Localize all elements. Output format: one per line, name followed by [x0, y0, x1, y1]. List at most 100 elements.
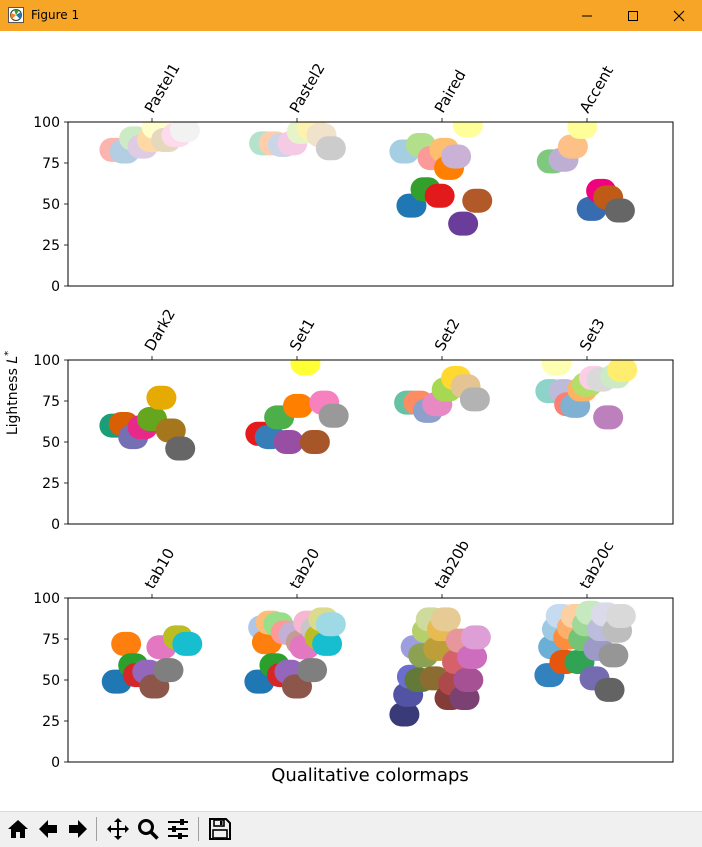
subplot-panel: tab10 tab20 tab20b tab20c 0 25 50 75 100: [33, 537, 674, 771]
colormap-label: tab10: [141, 545, 178, 592]
marker-group: [99, 360, 638, 461]
maximize-button[interactable]: [610, 0, 656, 31]
data-point: [453, 668, 484, 692]
data-point: [172, 631, 203, 656]
colormap-label: Set2: [431, 315, 464, 354]
marker-group: [101, 600, 636, 727]
data-point: [541, 360, 572, 376]
move-arrows-icon: [107, 818, 129, 840]
x-axis-label: Qualitative colormaps: [271, 765, 469, 786]
marker-group: [99, 122, 635, 236]
pan-button[interactable]: [105, 816, 131, 842]
data-point: [449, 686, 480, 711]
colormap-label: tab20c: [576, 538, 618, 592]
data-point: [155, 418, 186, 443]
floppy-disk-icon: [209, 818, 231, 840]
data-point: [594, 677, 625, 702]
y-tick-label: 50: [42, 435, 60, 451]
data-point: [299, 430, 330, 454]
window-title: Figure 1: [31, 8, 80, 22]
data-point: [452, 122, 483, 138]
y-tick-label: 25: [42, 714, 60, 730]
y-axis-label: Lightness L*: [3, 351, 21, 435]
figure-canvas: Pastel1 Pastel2 Paired Accent 0 25 50 75 100 Dark…: [1, 31, 701, 811]
data-point: [424, 183, 455, 208]
arrow-left-icon: [39, 820, 57, 838]
data-point: [273, 430, 304, 454]
colormap-label: Set3: [576, 315, 609, 354]
toolbar-separator: [96, 817, 97, 841]
back-button[interactable]: [35, 816, 61, 842]
y-tick-label: 50: [42, 197, 60, 213]
y-tick-label: 0: [51, 279, 60, 295]
y-tick-label: 75: [42, 632, 60, 648]
toolbar-separator: [198, 817, 199, 841]
arrow-right-icon: [69, 820, 87, 838]
subplot-panel: Dark2 Set1 Set2 Set3 0 25 50 75 100: [33, 306, 674, 533]
data-point: [111, 631, 142, 656]
colormap-label: Pastel2: [286, 60, 329, 116]
data-point: [459, 387, 490, 412]
data-point: [318, 403, 349, 428]
data-point: [153, 658, 184, 683]
subplot-panel: Pastel1 Pastel2 Paired Accent 0 25 50 75 100: [33, 60, 674, 295]
data-point: [567, 122, 598, 139]
close-icon: [673, 10, 685, 21]
data-point: [290, 360, 321, 376]
matplotlib-logo-icon: [8, 7, 24, 23]
data-point: [441, 144, 472, 169]
minimize-button[interactable]: [564, 0, 610, 31]
y-tick-label: 75: [42, 394, 60, 410]
y-tick-label: 25: [42, 476, 60, 492]
y-tick-label: 100: [33, 353, 60, 369]
data-point: [457, 645, 488, 670]
colormap-label: tab20: [286, 545, 323, 592]
home-icon: [8, 820, 28, 838]
home-button[interactable]: [5, 816, 31, 842]
data-point: [389, 702, 420, 727]
data-point: [605, 604, 636, 629]
colormap-label: Paired: [431, 67, 470, 116]
colormap-label: Accent: [576, 63, 617, 116]
chart-svg: Pastel1 Pastel2 Paired Accent0255075100Dark…: [3, 60, 674, 786]
navigation-toolbar: [0, 811, 702, 847]
colormap-label: tab20b: [431, 537, 473, 592]
data-point: [165, 436, 196, 461]
sliders-icon: [168, 819, 188, 839]
data-point: [312, 631, 343, 656]
data-point: [169, 122, 200, 143]
close-button[interactable]: [656, 0, 702, 31]
data-point: [282, 393, 313, 418]
colormap-label: Set1: [286, 315, 319, 354]
forward-button[interactable]: [65, 816, 91, 842]
y-tick-label: 100: [33, 115, 60, 131]
minimize-icon: [582, 15, 592, 16]
zoom-button[interactable]: [135, 816, 161, 842]
colormap-label: Pastel1: [141, 60, 184, 116]
save-button[interactable]: [207, 816, 233, 842]
data-point: [315, 612, 346, 637]
y-tick-label: 100: [33, 591, 60, 607]
data-point: [607, 360, 638, 382]
y-tick-label: 50: [42, 673, 60, 689]
y-tick-label: 25: [42, 238, 60, 254]
data-point: [462, 188, 493, 213]
data-point: [146, 385, 177, 410]
data-point: [460, 625, 491, 650]
data-point: [315, 136, 346, 161]
y-tick-label: 0: [51, 517, 60, 533]
data-point: [593, 405, 624, 430]
data-point: [604, 198, 635, 223]
data-point: [430, 607, 461, 632]
data-point: [557, 134, 588, 159]
configure-subplots-button[interactable]: [165, 816, 191, 842]
magnifier-icon: [138, 819, 159, 840]
window-title-bar: Figure 1: [0, 0, 702, 31]
data-point: [448, 211, 479, 236]
data-point: [598, 643, 629, 668]
maximize-icon: [628, 10, 638, 21]
data-point: [297, 658, 328, 683]
y-tick-label: 75: [42, 156, 60, 172]
y-tick-label: 0: [51, 755, 60, 771]
colormap-label: Dark2: [141, 306, 179, 354]
